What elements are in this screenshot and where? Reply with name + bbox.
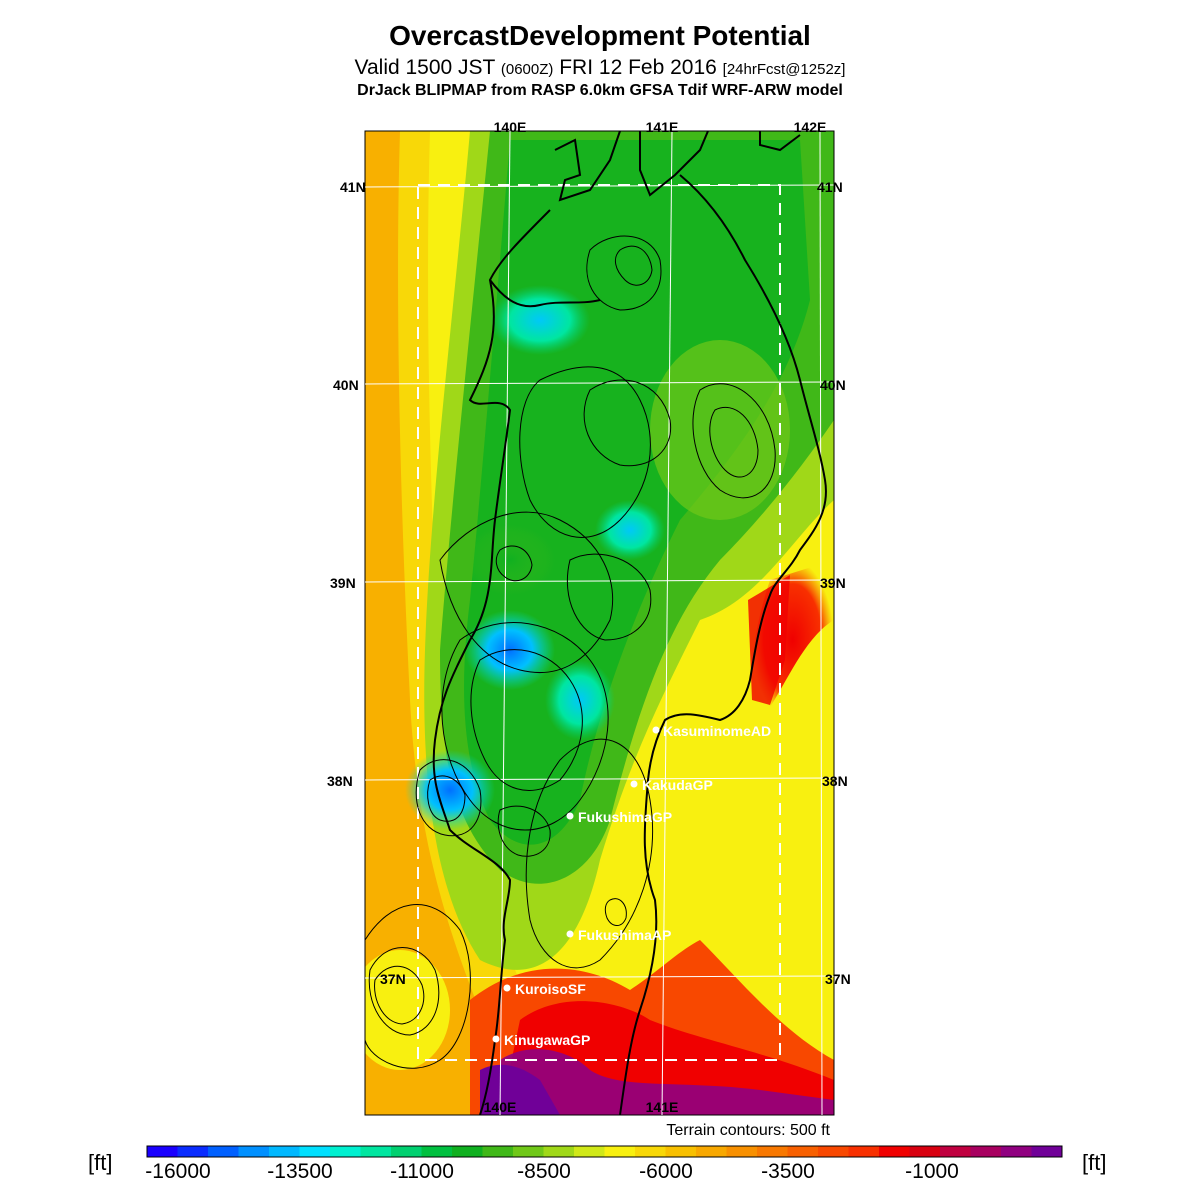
colorbar-swatch (757, 1146, 788, 1157)
colorbar-tick-label: -1000 (905, 1160, 959, 1183)
colorbar-swatch (269, 1146, 300, 1157)
colorbar-unit-right: [ft] (1082, 1150, 1107, 1175)
terrain-contour-note: Terrain contours: 500 ft (666, 1122, 830, 1139)
lat-label-right-40n: 40N (820, 377, 846, 393)
colorbar-swatch (543, 1146, 575, 1157)
stations: KasuminomeAD KakudaGP FukushimaGP Fukush… (492, 723, 772, 1048)
colorbar-tick-label: -13500 (267, 1160, 333, 1183)
longitude-labels-top: 140E 141E 142E (494, 119, 827, 135)
colorbar-swatch (940, 1146, 971, 1157)
lat-label-left-40n: 40N (333, 377, 359, 393)
plot-frame (364, 130, 835, 1116)
station-kinugawagp[interactable]: KinugawaGP (492, 1032, 591, 1048)
station-marker[interactable] (566, 930, 574, 938)
valid-prefix: Valid 1500 JST (354, 56, 496, 79)
latitude-labels-left: 41N 40N 39N 38N 37N (327, 179, 406, 987)
valid-time: Valid 1500 JST (0600Z) FRI 12 Feb 2016 [… (0, 56, 1200, 80)
station-marker[interactable] (652, 726, 660, 734)
color-field (365, 131, 834, 1115)
colorbar-tick-label: -3500 (761, 1160, 815, 1183)
colorbar-swatch (452, 1146, 483, 1157)
longitude-labels-bottom: 140E 141E (484, 1099, 679, 1115)
colorbar-swatch (696, 1146, 727, 1157)
map-title: OvercastDevelopment Potential (389, 20, 811, 51)
station-label: KuroisoSF (515, 981, 586, 997)
lat-label-right-38n: 38N (822, 773, 848, 789)
colorbar-swatch (909, 1146, 941, 1157)
colorbar-swatch (360, 1146, 392, 1157)
colorbar-swatch (421, 1146, 453, 1157)
station-label: KasuminomeAD (663, 723, 771, 739)
colorbar-swatch (604, 1146, 636, 1157)
lon-label-top-140e: 140E (494, 119, 527, 135)
lon-label-bottom-140e: 140E (484, 1099, 517, 1115)
colorbar-tick-label: -8500 (517, 1160, 571, 1183)
valid-zulu: (0600Z) (500, 61, 554, 78)
colorbar-frame (146, 1145, 1063, 1158)
lat-label-right-41n: 41N (817, 179, 843, 195)
lat-label-left-38n: 38N (327, 773, 353, 789)
colorbar-tick-label: -11000 (390, 1160, 454, 1183)
colorbar-swatch (879, 1146, 910, 1157)
colorbar-swatch (330, 1146, 361, 1157)
colorbar-swatch (665, 1146, 697, 1157)
lat-label-left-39n: 39N (330, 575, 356, 591)
lat-label-left-41n: 41N (340, 179, 366, 195)
colorbar-swatch (208, 1146, 239, 1157)
colorbar-swatch (238, 1146, 270, 1157)
colorbar-swatch (787, 1146, 819, 1157)
colorbar-swatch (482, 1146, 514, 1157)
station-fukushimagp[interactable]: FukushimaGP (566, 809, 673, 825)
inner-domain-box (417, 184, 781, 1061)
coastline (364, 130, 827, 1116)
colorbar-swatch (147, 1146, 178, 1157)
lon-label-bottom-141e: 141E (646, 1099, 679, 1115)
station-kakudagp[interactable]: KakudaGP (630, 777, 713, 793)
colorbar-unit-left: [ft] (88, 1150, 113, 1175)
colorbar-swatch (574, 1146, 605, 1157)
colorbar-swatch (848, 1146, 880, 1157)
colorbar-tick-label: -6000 (639, 1160, 693, 1183)
station-marker[interactable] (630, 780, 638, 788)
colorbar-swatch (299, 1146, 331, 1157)
forecast-time: [24hrFcst@1252z] (722, 61, 846, 78)
station-label: KinugawaGP (504, 1032, 590, 1048)
colorbar-swatch (1001, 1146, 1032, 1157)
valid-date: FRI 12 Feb 2016 (559, 56, 717, 79)
station-marker[interactable] (492, 1035, 500, 1043)
station-label: FukushimaGP (578, 809, 672, 825)
model-description: DrJack BLIPMAP from RASP 6.0km GFSA Tdif… (357, 82, 843, 99)
colorbar-swatch (818, 1146, 849, 1157)
lon-label-top-142e: 142E (794, 119, 827, 135)
latitude-labels-right: 41N 40N 39N 38N 37N (817, 179, 851, 987)
colorbar-swatch (391, 1146, 422, 1157)
colorbar-swatch (635, 1146, 666, 1157)
lat-label-right-37n: 37N (825, 971, 851, 987)
lon-label-top-141e: 141E (646, 119, 679, 135)
station-label: FukushimaAP (578, 927, 671, 943)
station-marker[interactable] (566, 812, 574, 820)
colorbar-swatch (726, 1146, 758, 1157)
colorbar-swatch (970, 1146, 1002, 1157)
colorbar-swatch (1031, 1146, 1063, 1157)
station-kasuminomead[interactable]: KasuminomeAD (652, 723, 772, 739)
station-marker[interactable] (503, 984, 511, 992)
station-fukushimaap[interactable]: FukushimaAP (566, 927, 672, 943)
station-kuroisosf[interactable]: KuroisoSF (503, 981, 587, 997)
lat-label-right-39n: 39N (820, 575, 846, 591)
colorbar-swatch (177, 1146, 209, 1157)
lat-label-left-37n: 37N (380, 971, 406, 987)
station-label: KakudaGP (642, 777, 713, 793)
colorbar-swatch (513, 1146, 544, 1157)
colorbar-tick-label: -16000 (145, 1160, 211, 1183)
colorbar (146, 1145, 1063, 1158)
